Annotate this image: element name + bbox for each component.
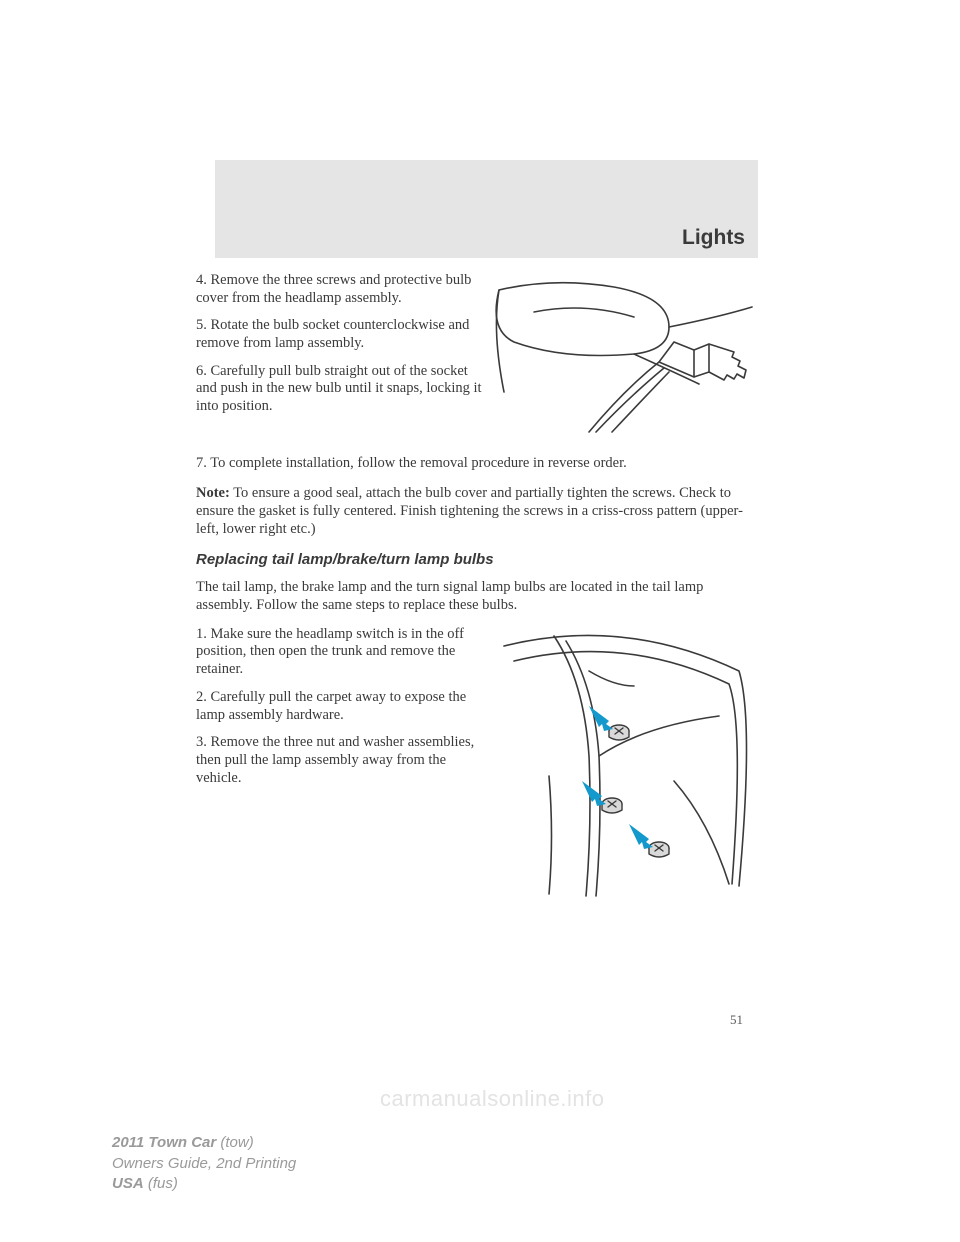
header-box: Lights xyxy=(215,160,758,258)
step-b3: 3. Remove the three nut and washer assem… xyxy=(196,734,484,787)
step-4: 4. Remove the three screws and protectiv… xyxy=(196,272,484,307)
para-tail-lamp: The tail lamp, the brake lamp and the tu… xyxy=(196,578,756,614)
note-text: To ensure a good seal, attach the bulb c… xyxy=(196,485,743,537)
section-title: Lights xyxy=(682,226,745,250)
footer-region: USA xyxy=(112,1175,144,1192)
note-para: Note: To ensure a good seal, attach the … xyxy=(196,484,756,538)
footer: 2011 Town Car (tow) Owners Guide, 2nd Pr… xyxy=(112,1133,296,1194)
step-b2: 2. Carefully pull the carpet away to exp… xyxy=(196,689,484,724)
page-content: 4. Remove the three screws and protectiv… xyxy=(196,272,758,918)
footer-model-code: (tow) xyxy=(216,1134,254,1151)
step-block-1: 4. Remove the three screws and protectiv… xyxy=(196,272,758,442)
figure-headlamp xyxy=(494,272,758,442)
footer-model: 2011 Town Car xyxy=(112,1134,216,1151)
watermark: carmanualsonline.info xyxy=(380,1086,605,1112)
step-text-1: 4. Remove the three screws and protectiv… xyxy=(196,272,484,442)
step-block-2: 1. Make sure the headlamp switch is in t… xyxy=(196,626,758,906)
step-7: 7. To complete installation, follow the … xyxy=(196,454,756,472)
step-5: 5. Rotate the bulb socket counterclockwi… xyxy=(196,317,484,352)
footer-guide: Owners Guide, 2nd Printing xyxy=(112,1154,296,1174)
footer-region-code: (fus) xyxy=(144,1175,178,1192)
subheading: Replacing tail lamp/brake/turn lamp bulb… xyxy=(196,551,758,568)
step-b1: 1. Make sure the headlamp switch is in t… xyxy=(196,626,484,679)
figure-tail-lamp xyxy=(494,626,758,906)
note-label: Note: xyxy=(196,485,230,501)
step-6: 6. Carefully pull bulb straight out of t… xyxy=(196,363,484,416)
page-number: 51 xyxy=(730,1012,743,1028)
step-text-2: 1. Make sure the headlamp switch is in t… xyxy=(196,626,484,906)
